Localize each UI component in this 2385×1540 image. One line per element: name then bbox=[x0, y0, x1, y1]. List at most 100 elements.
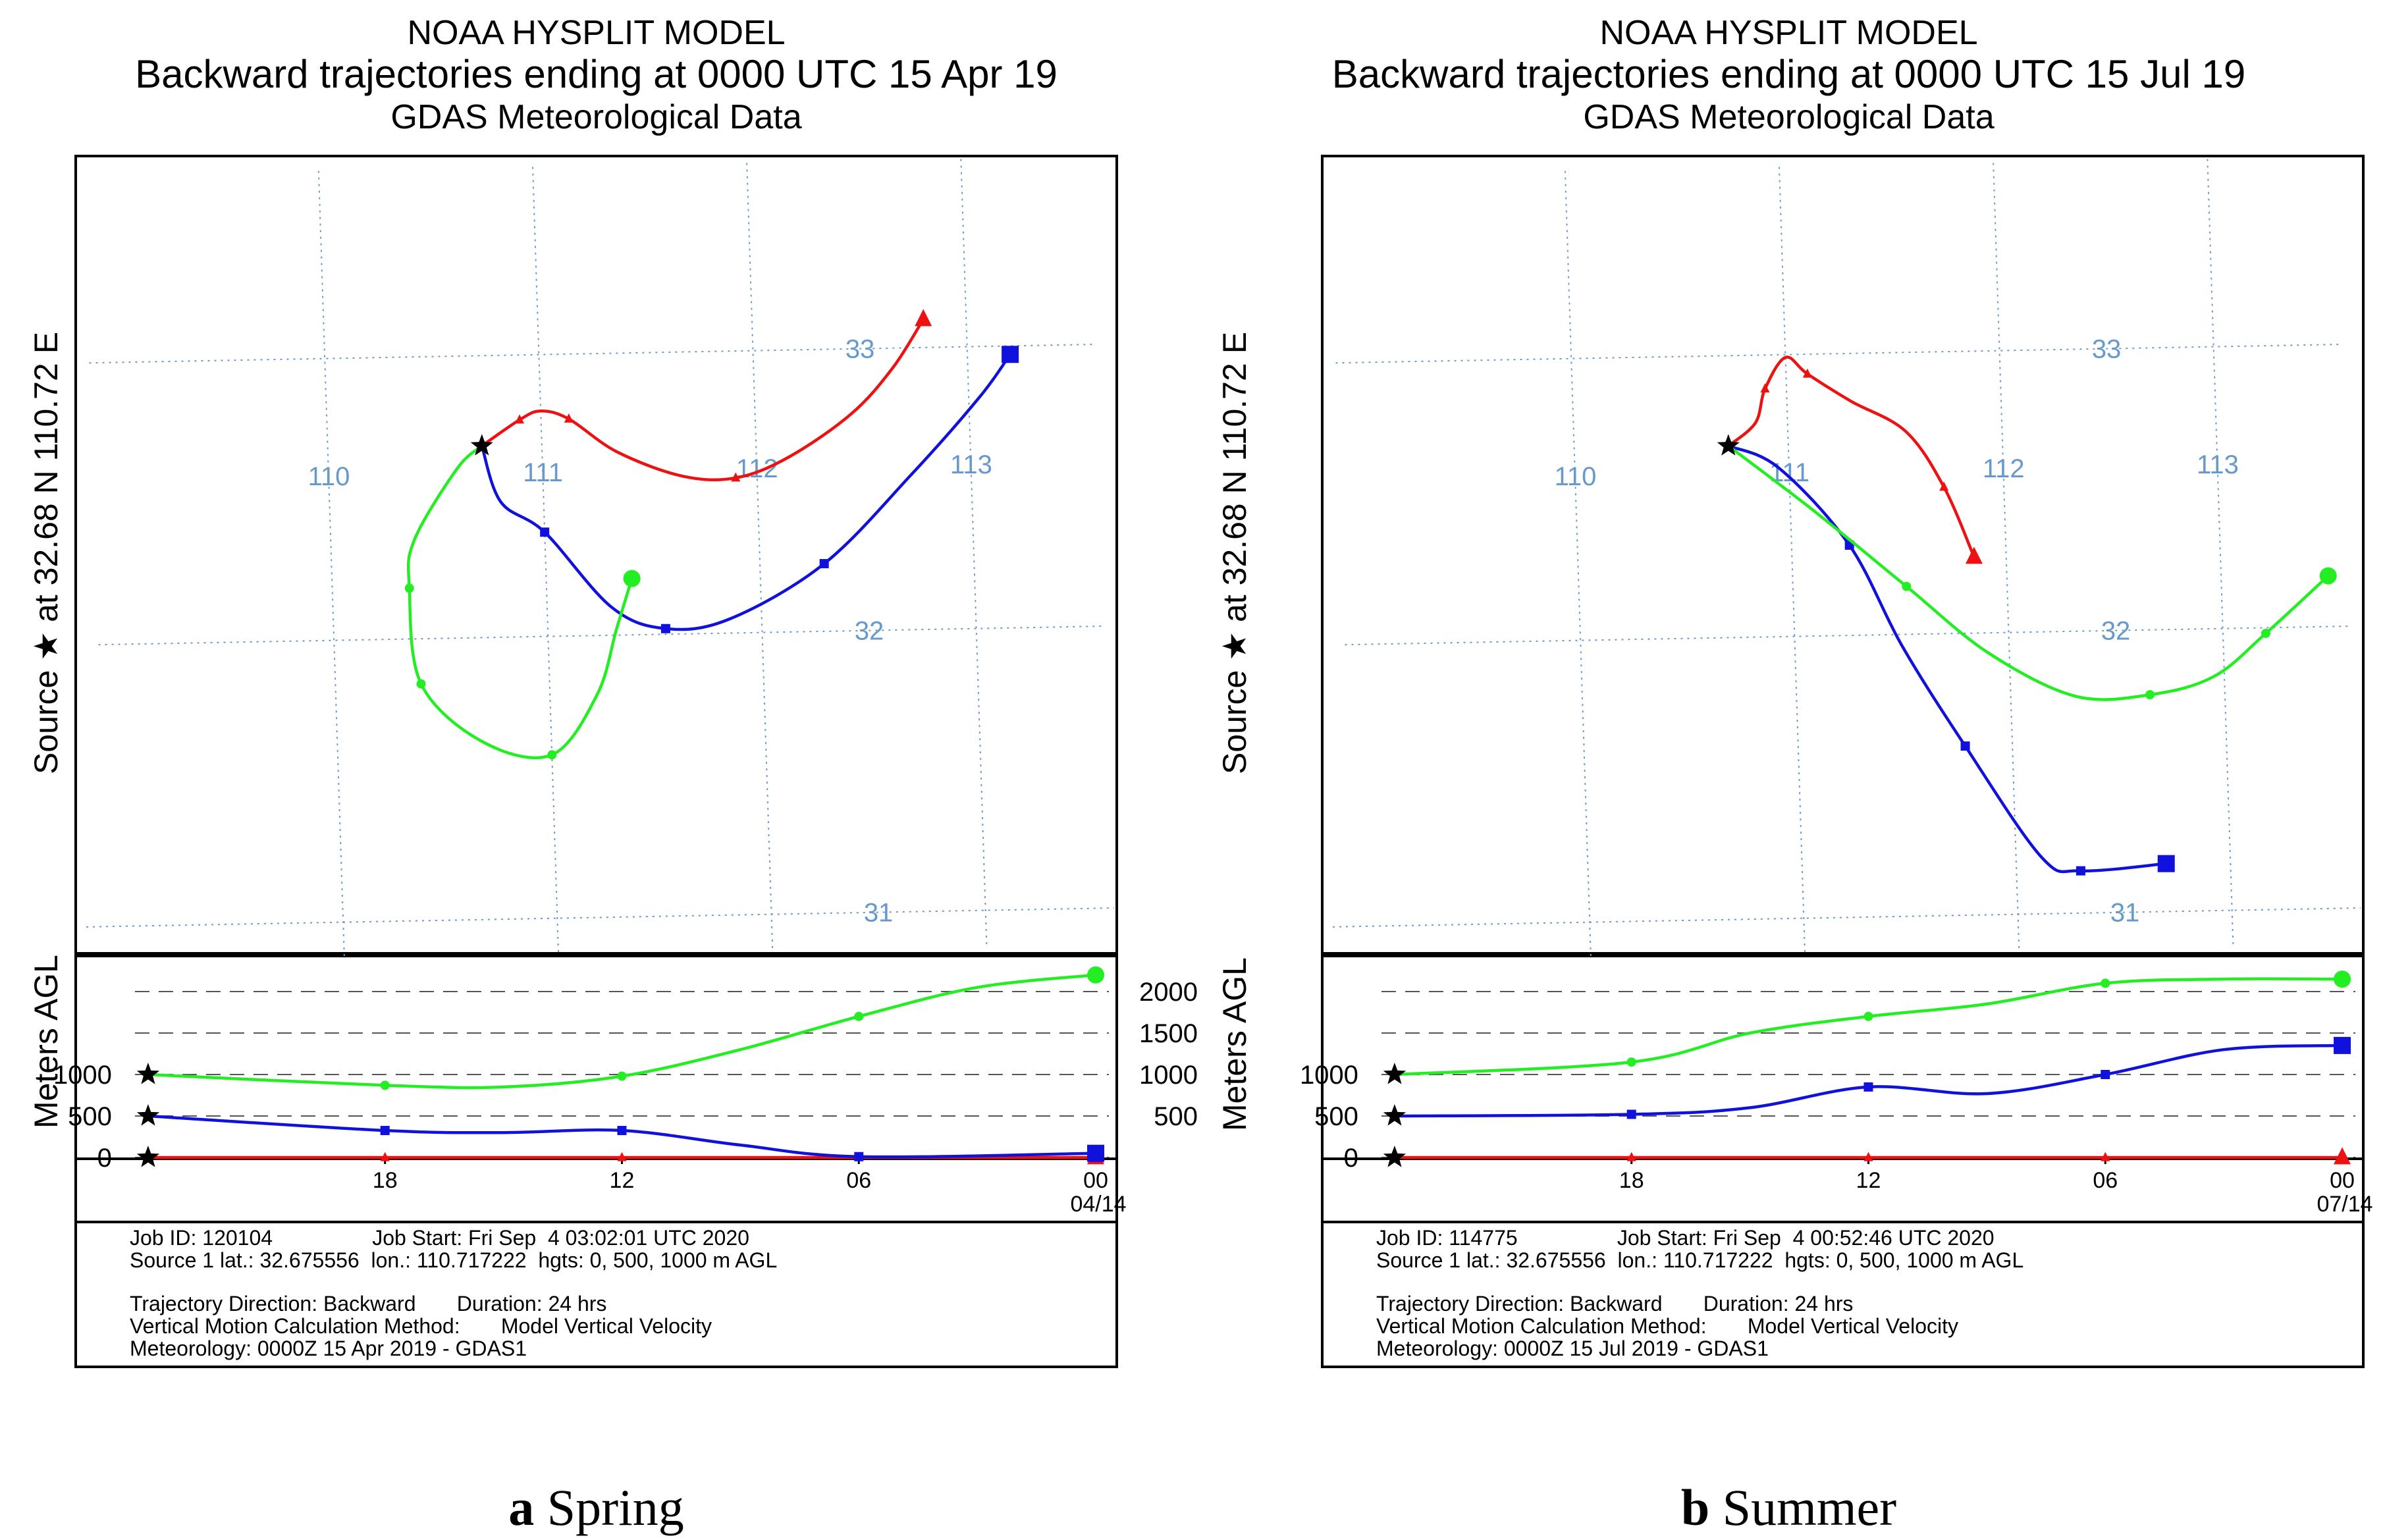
altitude-right-label: 1000 bbox=[1139, 1061, 1198, 1090]
trajectory-marker-blue bbox=[2157, 855, 2175, 872]
longitude-label: 113 bbox=[2197, 450, 2239, 479]
altitude-marker-green bbox=[1626, 1057, 1636, 1067]
altitude-start-star-icon bbox=[136, 1146, 160, 1167]
info-direction-line: Trajectory Direction: Backward Duration:… bbox=[1376, 1292, 1854, 1315]
trajectory-line-red bbox=[1727, 356, 1976, 558]
altitude-marker-blue bbox=[2101, 1070, 2110, 1079]
caption-letter: a bbox=[508, 1479, 535, 1536]
altitude-left-label: 0 bbox=[1344, 1144, 1358, 1173]
chart-title-line2: Backward trajectories ending at 0000 UTC… bbox=[135, 52, 1058, 96]
altitude-marker-red bbox=[2334, 1147, 2351, 1165]
trajectory-line-green bbox=[1727, 444, 2330, 701]
latitude-label: 32 bbox=[2101, 617, 2131, 646]
latitude-gridline bbox=[1332, 907, 2361, 928]
altitude-line-blue bbox=[1394, 1044, 2343, 1118]
latitude-label: 31 bbox=[864, 899, 894, 928]
latitude-gridline bbox=[1345, 625, 2351, 646]
altitude-line-green bbox=[1394, 977, 2343, 1076]
longitude-gridline bbox=[1992, 159, 2020, 949]
altitude-line-blue bbox=[147, 1114, 1096, 1159]
trajectory-marker-red bbox=[915, 309, 932, 327]
longitude-label: 112 bbox=[1983, 454, 2025, 483]
info-vertical-line: Vertical Motion Calculation Method: Mode… bbox=[130, 1314, 712, 1338]
time-tick-label: 00 bbox=[1083, 1168, 1108, 1193]
trajectory-marker-blue bbox=[540, 527, 550, 537]
info-direction-line: Trajectory Direction: Backward Duration:… bbox=[130, 1292, 607, 1315]
altitude-marker-blue bbox=[2334, 1036, 2351, 1054]
altitude-marker-green bbox=[2101, 978, 2110, 988]
altitude-marker-red bbox=[1626, 1152, 1636, 1161]
altitude-start-star-icon bbox=[1383, 1063, 1407, 1084]
time-tick-label: 18 bbox=[373, 1168, 398, 1193]
figure-caption: a Spring bbox=[0, 1478, 1192, 1537]
altitude-left-label: 1000 bbox=[1300, 1061, 1358, 1090]
source-star-icon bbox=[1717, 434, 1740, 456]
caption-letter: b bbox=[1680, 1479, 1710, 1536]
altitude-marker-blue bbox=[1087, 1144, 1105, 1162]
latitude-label: 33 bbox=[845, 335, 875, 364]
chart-title-line1: NOAA HYSPLIT MODEL bbox=[407, 14, 786, 52]
trajectory-marker-red bbox=[1802, 368, 1812, 378]
altitude-marker-blue bbox=[1863, 1082, 1873, 1092]
altitude-marker-blue bbox=[617, 1126, 627, 1136]
trajectory-marker-red bbox=[1760, 383, 1770, 393]
panel-spring: NOAA HYSPLIT MODEL Backward trajectories… bbox=[0, 0, 1198, 1540]
altitude-marker-green bbox=[1863, 1011, 1873, 1021]
caption-text: Spring bbox=[547, 1479, 684, 1536]
trajectory-line-red bbox=[481, 318, 925, 482]
trajectories bbox=[1717, 356, 2337, 876]
date-label: 07/14 bbox=[2317, 1192, 2372, 1217]
longitude-gridline bbox=[317, 167, 345, 957]
info-vertical-line: Vertical Motion Calculation Method: Mode… bbox=[1376, 1314, 1958, 1338]
altitude-start-star-icon bbox=[1383, 1146, 1407, 1167]
time-tick-label: 12 bbox=[610, 1168, 635, 1193]
trajectory-marker-blue bbox=[2076, 866, 2085, 876]
longitude-gridline bbox=[960, 155, 988, 945]
altitude-marker-red bbox=[2101, 1152, 2110, 1161]
trajectory-marker-blue bbox=[660, 624, 670, 633]
trajectory-marker-red bbox=[1965, 546, 1983, 564]
trajectory-marker-red bbox=[1939, 481, 1949, 491]
trajectory-marker-green bbox=[2145, 690, 2155, 700]
altitude-start-star-icon bbox=[136, 1063, 160, 1084]
info-meteorology-line: Meteorology: 0000Z 15 Jul 2019 - GDAS1 bbox=[1376, 1337, 1769, 1360]
longitude-label: 113 bbox=[950, 450, 992, 479]
altitude-marker-green bbox=[380, 1080, 390, 1090]
trajectory-marker-green bbox=[2319, 567, 2337, 585]
altitude-start-star-icon bbox=[1383, 1104, 1407, 1126]
longitude-gridline bbox=[1564, 167, 1592, 957]
altitude-marker-green bbox=[1087, 966, 1105, 984]
figure-caption: b Summer bbox=[1192, 1478, 2385, 1537]
latitude-label: 33 bbox=[2092, 335, 2122, 364]
altitude-right-label: 1500 bbox=[1139, 1019, 1198, 1048]
altitude-marker-blue bbox=[854, 1152, 864, 1161]
latitude-label: 32 bbox=[855, 617, 884, 646]
job-info-box: Job ID: 120104 Job Start: Fri Sep 4 03:0… bbox=[74, 1221, 1118, 1368]
longitude-gridline bbox=[745, 159, 774, 949]
altitude-marker-red bbox=[1863, 1152, 1873, 1161]
longitude-label: 110 bbox=[308, 462, 350, 491]
time-tick-label: 18 bbox=[1619, 1168, 1644, 1193]
trajectory-marker-blue bbox=[1960, 741, 1970, 751]
latitude-gridline bbox=[98, 625, 1105, 646]
altitude-marker-blue bbox=[380, 1126, 390, 1136]
altitude-start-star-icon bbox=[136, 1104, 160, 1126]
longitude-label: 112 bbox=[736, 454, 778, 483]
altitude-marker-red bbox=[617, 1152, 627, 1161]
info-meteorology-line: Meteorology: 0000Z 15 Apr 2019 - GDAS1 bbox=[130, 1337, 527, 1360]
trajectory-marker-green bbox=[404, 583, 414, 593]
trajectories bbox=[404, 309, 1019, 760]
trajectory-marker-blue bbox=[1002, 346, 1019, 363]
altitude-left-label: 1000 bbox=[53, 1061, 112, 1090]
trajectory-marker-green bbox=[2261, 628, 2270, 638]
info-source-line: Source 1 lat.: 32.675556 lon.: 110.71722… bbox=[130, 1248, 778, 1272]
latitude-gridline bbox=[89, 344, 1096, 364]
trajectory-line-green bbox=[406, 444, 633, 760]
trajectory-line-blue bbox=[1727, 444, 2166, 874]
source-star-icon bbox=[470, 434, 493, 456]
trajectory-marker-green bbox=[547, 750, 557, 760]
info-job-line: Job ID: 120104 Job Start: Fri Sep 4 03:0… bbox=[130, 1226, 749, 1250]
